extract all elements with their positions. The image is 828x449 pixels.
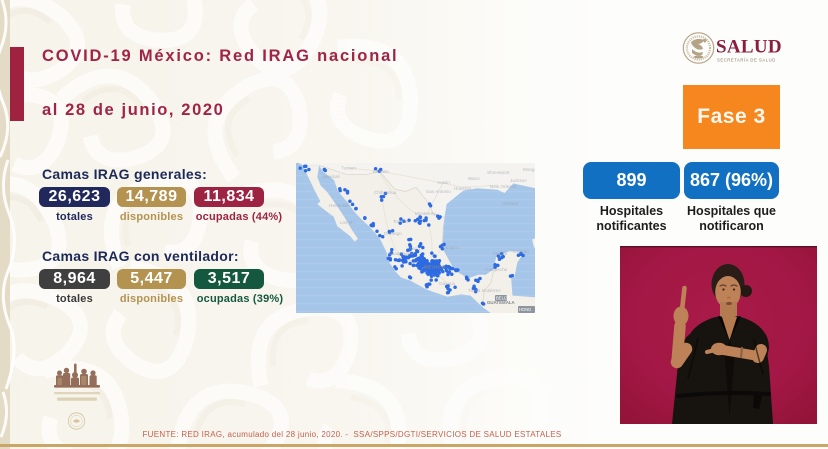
svg-text:Tuxtla Gutiérrez: Tuxtla Gutiérrez	[468, 288, 501, 293]
svg-text:SECRETARÍA DE SALUD: SECRETARÍA DE SALUD	[717, 58, 776, 63]
svg-text:El Paso: El Paso	[373, 169, 389, 174]
svg-text:Durango: Durango	[384, 231, 402, 236]
svg-text:Orleans: Orleans	[502, 201, 519, 206]
svg-text:Jackson: Jackson	[510, 178, 527, 183]
svg-text:Mérida: Mérida	[493, 251, 507, 256]
svg-text:Torreón: Torreón	[393, 219, 409, 224]
svg-text:Mexicali: Mexicali	[323, 174, 340, 179]
svg-text:Waco: Waco	[468, 176, 480, 181]
svg-text:Oaxaca: Oaxaca	[439, 281, 455, 286]
svg-text:BELIZE: BELIZE	[496, 296, 511, 301]
svg-text:Hermosillo: Hermosillo	[329, 203, 351, 208]
svg-text:GUATEMALA: GUATEMALA	[487, 300, 516, 305]
svg-text:Monterrey: Monterrey	[415, 211, 436, 216]
svg-text:San Antonio: San Antonio	[426, 189, 451, 194]
svg-text:Austin: Austin	[437, 180, 450, 185]
svg-text:Houston: Houston	[454, 186, 472, 191]
svg-text:Los M...: Los M...	[340, 220, 356, 225]
svg-text:San L...: San L...	[409, 246, 425, 251]
svg-text:HOND: HOND	[519, 307, 531, 312]
svg-text:Campeche: Campeche	[485, 267, 508, 272]
svg-text:Mongo: Mongo	[523, 167, 535, 172]
svg-text:MEXICO: MEXICO	[424, 265, 445, 271]
svg-text:SALUD: SALUD	[716, 37, 782, 58]
svg-text:Tucson: Tucson	[341, 166, 356, 171]
svg-text:Guadalajara: Guadalajara	[388, 251, 413, 256]
svg-text:Chihuahua: Chihuahua	[374, 190, 397, 195]
svg-text:New Orleans: New Orleans	[490, 184, 517, 189]
svg-text:Shreveport: Shreveport	[487, 170, 510, 175]
svg-text:Cancún: Cancún	[513, 249, 529, 254]
svg-text:Tampico: Tampico	[442, 245, 460, 250]
